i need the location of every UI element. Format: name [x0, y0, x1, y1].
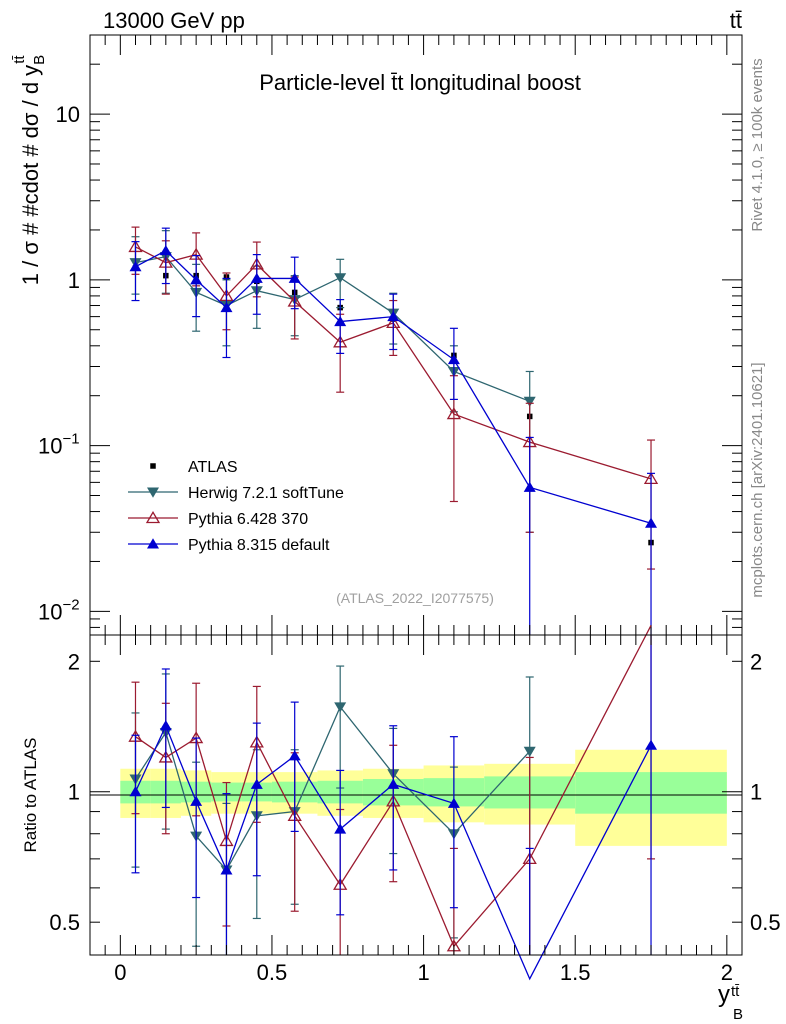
data-point	[147, 487, 159, 498]
ratio-y-axis-title: Ratio to ATLAS	[21, 738, 40, 853]
data-point	[250, 272, 263, 283]
data-point	[334, 702, 347, 713]
plot-title: Particle-level t̄t longitudinal boost	[259, 70, 581, 95]
x-axis-title-sub: B	[733, 1006, 743, 1023]
rivet-version-label: Rivet 4.1.0, ≥ 100k events	[749, 58, 766, 231]
x-tick-label: 1.5	[560, 960, 591, 985]
data-point	[159, 244, 172, 256]
x-axis-title-sup: tt̄	[731, 983, 740, 1000]
data-point	[334, 823, 347, 834]
main-y-axis-title: 1 / σ # #cdot # dσ / d yBtt̄	[11, 55, 48, 286]
data-point	[334, 273, 347, 284]
data-point	[129, 261, 142, 272]
main-x-ticks	[104, 35, 728, 635]
data-point	[288, 750, 301, 761]
main-y-tick-label: 10−2	[38, 596, 80, 624]
data-point	[523, 396, 536, 408]
ratio-y-tick-label-right: 2	[750, 649, 762, 674]
ratio-y-tick-label-right: 1	[750, 780, 762, 805]
data-point	[523, 481, 536, 492]
data-point	[145, 511, 161, 524]
data-point	[645, 517, 658, 528]
data-point	[150, 463, 156, 469]
series-pythia-8-315-default	[129, 635, 658, 981]
data-point	[447, 353, 460, 365]
series-pythia-8-315-default	[129, 227, 658, 635]
legend-entry: Pythia 6.428 370	[128, 511, 308, 528]
data-point	[387, 778, 400, 789]
ratio-y-tick-label: 1	[68, 780, 80, 805]
data-point	[645, 739, 658, 750]
main-y-tick-label: 10−1	[38, 431, 80, 459]
main-y-tick-label: 10	[56, 102, 80, 127]
mcplots-source-label: mcplots.cern.ch [arXiv:2401.10621]	[749, 362, 766, 597]
main-y-axis-title-sup: tt̄	[11, 55, 28, 64]
ratio-y-axis: 0.5 0.5 1 1 2 2	[49, 649, 780, 935]
ratio-y-tick-label-right: 0.5	[750, 910, 781, 935]
series-line	[134, 705, 531, 872]
ratio-plot-frame	[89, 634, 743, 956]
legend-label: Pythia 8.315 default	[188, 537, 330, 554]
x-tick-label: 0.5	[257, 960, 288, 985]
legend: ATLAS Herwig 7.2.1 softTune Pythia 6.428 3…	[128, 459, 344, 554]
data-point	[159, 720, 172, 731]
x-tick-label: 0	[114, 960, 126, 985]
x-axis-title: y B tt̄	[718, 981, 743, 1023]
data-point	[447, 797, 460, 808]
data-point	[129, 786, 142, 797]
legend-label: ATLAS	[188, 459, 238, 476]
data-point	[220, 864, 233, 875]
legend-entry: Pythia 8.315 default	[128, 537, 330, 554]
energy-label: 13000 GeV pp	[103, 8, 245, 33]
ratio-y-tick-label: 2	[68, 649, 80, 674]
legend-label: Herwig 7.2.1 softTune	[188, 485, 344, 502]
legend-entry: ATLAS	[150, 459, 238, 476]
ratio-panel: 0.5 0.5 1 1 2 2 0 0.5 1 1.5 2	[49, 625, 781, 985]
data-point	[250, 778, 263, 789]
x-tick-label: 1	[417, 960, 429, 985]
x-tick-label: 2	[721, 960, 733, 985]
main-y-tick-label: 1	[68, 268, 80, 293]
main-y-axis-title-text: 1 / σ # #cdot # dσ / d yBtt̄	[11, 55, 48, 286]
legend-entry: Herwig 7.2.1 softTune	[128, 485, 344, 502]
data-point	[446, 407, 462, 420]
data-point	[334, 315, 347, 327]
analysis-id-label: (ATLAS_2022_I2077575)	[336, 590, 494, 606]
legend-label: Pythia 6.428 370	[188, 511, 308, 528]
data-point	[147, 538, 159, 549]
data-point	[220, 301, 233, 313]
data-point	[288, 272, 301, 283]
x-axis: 0 0.5 1 1.5 2	[104, 635, 733, 985]
data-point	[190, 795, 203, 806]
main-plot-content	[128, 226, 659, 635]
data-point	[523, 746, 536, 757]
main-y-axis: 10 1 10−1 10−2	[38, 34, 742, 628]
data-point	[190, 274, 203, 285]
process-label: tt̄	[730, 8, 742, 33]
data-point	[387, 310, 400, 322]
ratio-plot-content	[128, 625, 658, 981]
main-y-axis-title-sub: B	[31, 55, 48, 65]
series-line	[135, 255, 530, 402]
ratio-y-tick-label: 0.5	[49, 910, 80, 935]
main-panel: 10 1 10−1 10−2 Particle-level t̄t longitudi…	[38, 34, 743, 636]
x-axis-title-text: y	[718, 981, 730, 1008]
